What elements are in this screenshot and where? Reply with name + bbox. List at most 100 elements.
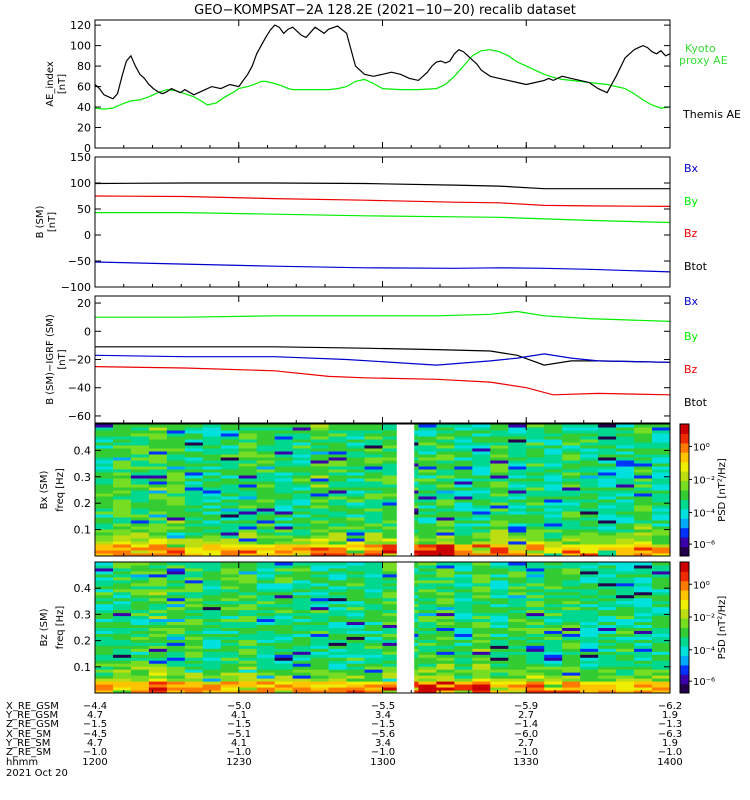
spectrogram-cell xyxy=(148,630,168,634)
spectrogram-cell xyxy=(382,633,397,637)
spectrogram-cell xyxy=(130,615,150,620)
spectrogram-cell xyxy=(580,430,599,434)
spectrogram-cell xyxy=(526,690,545,694)
spectrogram-cell xyxy=(490,493,509,497)
spectrogram-cell xyxy=(238,553,258,557)
spectrogram-cell xyxy=(256,645,276,649)
spectrogram-cell xyxy=(598,535,617,539)
spectrogram-cell xyxy=(652,478,671,482)
spectrogram-cell xyxy=(382,544,397,548)
spectrogram-cell xyxy=(562,639,581,643)
spectrogram-cell xyxy=(328,445,348,449)
spectrogram-cell xyxy=(274,681,294,685)
spectrogram-cell xyxy=(95,481,114,485)
spectrogram-cell xyxy=(95,567,114,572)
spectrogram-cell xyxy=(580,606,599,611)
spectrogram-cell xyxy=(328,427,348,431)
spectrogram-cell xyxy=(346,636,366,640)
spectrogram-cell xyxy=(292,433,312,437)
spectrogram-cell xyxy=(364,502,383,506)
spectrogram-cell xyxy=(238,675,258,679)
spectrogram-cell xyxy=(562,529,581,533)
spectrogram-cell xyxy=(490,496,509,500)
spectrogram-cell xyxy=(418,448,437,452)
spectrogram-cell xyxy=(526,550,545,554)
spectrogram-cell xyxy=(508,439,527,443)
spectrogram-cell xyxy=(526,424,545,428)
spectrogram-cell xyxy=(238,562,258,566)
spectrogram-cell xyxy=(616,457,635,461)
spectrogram-cell xyxy=(112,508,132,512)
spectrogram-cell xyxy=(562,648,581,652)
spectrogram-cell xyxy=(184,454,204,458)
spectrogram-cell xyxy=(414,442,419,446)
spectrogram-cell xyxy=(292,648,312,652)
spectrogram-cell xyxy=(310,624,330,628)
spectrogram-cell xyxy=(490,499,509,503)
spectrogram-cell xyxy=(328,573,348,578)
spectrogram-cell xyxy=(292,621,312,626)
spectrogram-cell xyxy=(202,436,222,440)
spectrogram-cell xyxy=(310,562,330,566)
spectrogram-cell xyxy=(508,460,527,464)
spectrogram-cell xyxy=(310,454,330,458)
spectrogram-cell xyxy=(382,687,397,691)
spectrogram-cell xyxy=(274,567,294,572)
spectrogram-cell xyxy=(472,597,491,602)
spectrogram-cell xyxy=(526,612,545,617)
spectrogram-cell xyxy=(364,669,383,673)
spectrogram-cell xyxy=(130,585,150,590)
spectrogram-cell xyxy=(310,499,330,503)
spectrogram-cell xyxy=(220,508,240,512)
spectrogram-cell xyxy=(220,672,240,676)
spectrogram-cell xyxy=(418,553,437,557)
spectrogram-cell xyxy=(184,508,204,512)
spectrogram-cell xyxy=(436,573,455,578)
spectrogram-cell xyxy=(184,630,204,634)
spectrogram-cell xyxy=(414,532,419,536)
ephemeris-value: 4.7 xyxy=(87,738,103,749)
spectrogram-cell xyxy=(508,466,527,470)
spectrogram-cell xyxy=(634,609,653,614)
spectrogram-cell xyxy=(166,666,186,670)
spectrogram-cell xyxy=(634,648,653,652)
spectrogram-cell xyxy=(508,508,527,512)
spectrogram-cell xyxy=(166,675,186,679)
spectrogram-cell xyxy=(472,445,491,449)
spectrogram-cell xyxy=(310,690,330,694)
spectrogram-cell xyxy=(112,436,132,440)
spectrogram-cell xyxy=(130,579,150,584)
spectrogram-cell xyxy=(436,442,455,446)
spectrogram-cell xyxy=(472,663,491,667)
spectrogram-cell xyxy=(472,621,491,626)
spectrogram-cell xyxy=(414,520,419,524)
spectrogram-cell xyxy=(112,562,132,566)
spectrogram-cell xyxy=(364,588,383,593)
spectrogram-cell xyxy=(256,460,276,464)
spectrogram-cell xyxy=(202,609,222,614)
spectrogram-cell xyxy=(490,678,509,682)
spectrogram-cell xyxy=(598,547,617,551)
spectrogram-cell xyxy=(256,475,276,479)
spectrogram-cell xyxy=(454,541,473,545)
spectrogram-cell xyxy=(166,466,186,470)
y-tick-label: 80 xyxy=(77,60,91,73)
spectrogram-cell xyxy=(328,678,348,682)
spectrogram-cell xyxy=(508,550,527,554)
spectrogram-cell xyxy=(418,562,437,566)
spectrogram-cell xyxy=(346,535,366,539)
spectrogram-cell xyxy=(544,648,563,652)
spectrogram-cell xyxy=(562,550,581,554)
spectrogram-cell xyxy=(292,663,312,667)
spectrogram-cell xyxy=(166,451,186,455)
spectrogram-cell xyxy=(472,606,491,611)
spectrogram-cell xyxy=(292,514,312,518)
spectrogram-cell xyxy=(310,448,330,452)
spectrogram-cell xyxy=(382,541,397,545)
spectrogram-cell xyxy=(328,436,348,440)
spectrogram-cell xyxy=(382,582,397,587)
spectrogram-cell xyxy=(616,427,635,431)
spectrogram-cell xyxy=(544,636,563,640)
colorbar-swatch xyxy=(680,580,689,591)
spectrogram-cell xyxy=(166,603,186,608)
